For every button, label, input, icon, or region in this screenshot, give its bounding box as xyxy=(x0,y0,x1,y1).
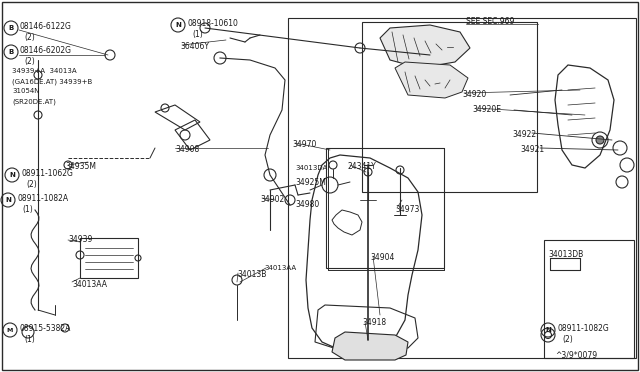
Text: 34970: 34970 xyxy=(292,140,316,149)
Text: 31054N: 31054N xyxy=(12,88,40,94)
Text: 34013DB: 34013DB xyxy=(548,250,583,259)
Text: B: B xyxy=(8,25,13,31)
Text: 24341Y: 24341Y xyxy=(348,162,377,171)
Text: 34902: 34902 xyxy=(260,195,284,204)
Polygon shape xyxy=(395,62,468,98)
Text: 34918: 34918 xyxy=(362,318,386,327)
Bar xyxy=(362,22,537,192)
Text: (SR20DE.AT): (SR20DE.AT) xyxy=(12,98,56,105)
Polygon shape xyxy=(332,332,408,360)
Text: 34013DA: 34013DA xyxy=(295,165,327,171)
Text: SEE SEC.969: SEE SEC.969 xyxy=(466,17,515,26)
Text: 34980: 34980 xyxy=(295,200,319,209)
Text: N: N xyxy=(9,172,15,178)
Text: 08915-5382A: 08915-5382A xyxy=(19,324,70,333)
Text: 34904: 34904 xyxy=(370,253,394,262)
Bar xyxy=(544,240,634,358)
Text: M: M xyxy=(7,327,13,333)
Text: (2): (2) xyxy=(24,33,35,42)
Text: 34935M: 34935M xyxy=(65,162,96,171)
Text: 34013AA: 34013AA xyxy=(264,265,296,271)
Text: 08918-10610: 08918-10610 xyxy=(187,19,238,28)
Text: (2): (2) xyxy=(562,335,573,344)
Text: (1): (1) xyxy=(192,30,203,39)
Polygon shape xyxy=(380,25,470,68)
Text: 08911-1082A: 08911-1082A xyxy=(17,194,68,203)
Bar xyxy=(80,238,138,278)
Text: 34939: 34939 xyxy=(68,235,92,244)
Text: N: N xyxy=(175,22,181,28)
Text: 34920: 34920 xyxy=(462,90,486,99)
Text: 34939+A  34013A: 34939+A 34013A xyxy=(12,68,77,74)
Text: 34908: 34908 xyxy=(175,145,199,154)
Bar xyxy=(326,148,444,268)
Text: 08146-6202G: 08146-6202G xyxy=(19,46,71,55)
Text: B: B xyxy=(8,49,13,55)
Text: 34925M: 34925M xyxy=(295,178,326,187)
Text: 34920E: 34920E xyxy=(472,105,501,114)
Text: (GA16DE.AT) 34939+B: (GA16DE.AT) 34939+B xyxy=(12,78,92,84)
Text: 34013AA: 34013AA xyxy=(72,280,107,289)
Text: N: N xyxy=(5,197,11,203)
Text: N: N xyxy=(545,327,551,333)
Text: 36406Y: 36406Y xyxy=(180,42,209,51)
Circle shape xyxy=(596,136,604,144)
Text: ^3/9*0079: ^3/9*0079 xyxy=(555,350,597,359)
Text: 34921: 34921 xyxy=(520,145,544,154)
Bar xyxy=(288,18,636,358)
Text: (1): (1) xyxy=(22,205,33,214)
Text: 08146-6122G: 08146-6122G xyxy=(19,22,71,31)
Text: 08911-1082G: 08911-1082G xyxy=(557,324,609,333)
Text: 08911-1062G: 08911-1062G xyxy=(21,169,73,178)
Text: (2): (2) xyxy=(24,57,35,66)
Text: (1): (1) xyxy=(24,335,35,344)
Text: (2): (2) xyxy=(26,180,36,189)
Text: 34973: 34973 xyxy=(395,205,419,214)
Text: 34922: 34922 xyxy=(512,130,536,139)
Text: 34013B: 34013B xyxy=(237,270,266,279)
